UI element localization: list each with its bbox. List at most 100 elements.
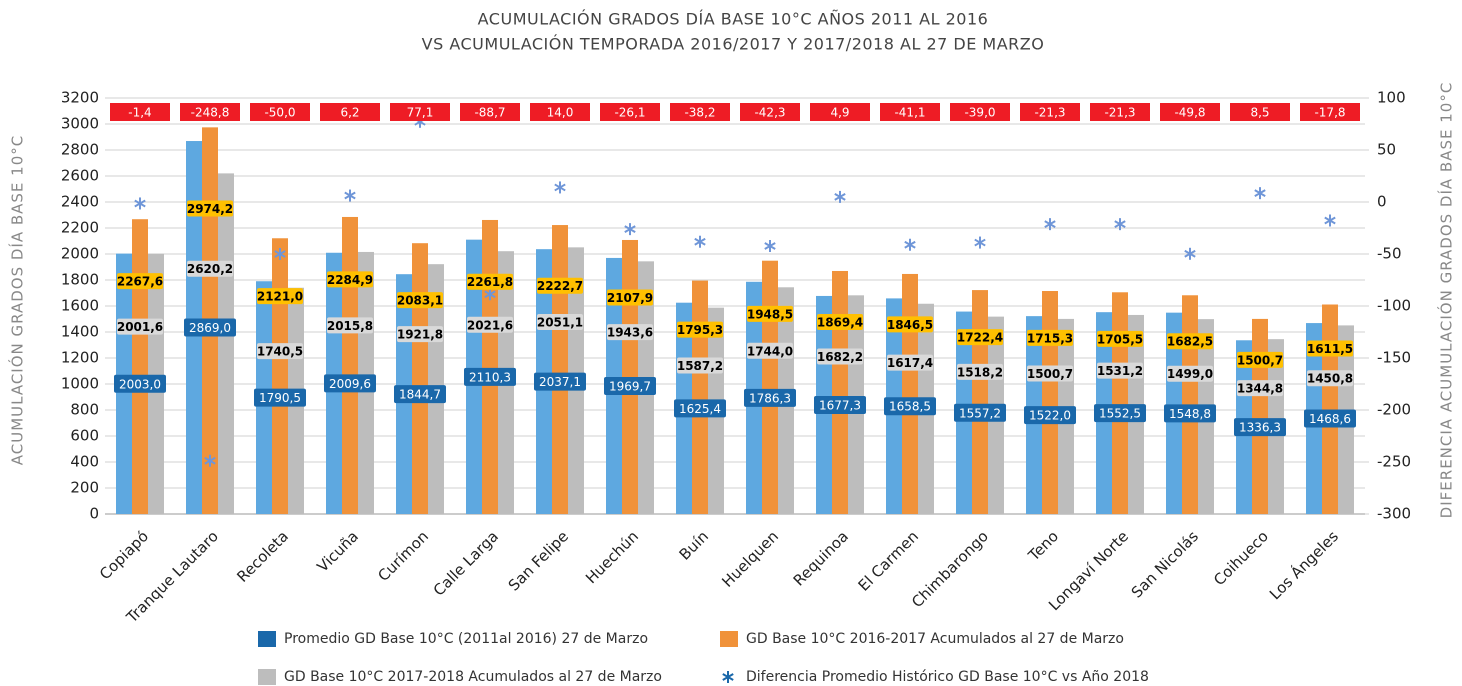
diff-marker: [484, 288, 496, 301]
value-label: 1943,6: [607, 326, 653, 340]
diff-label-box: [950, 103, 1010, 121]
asterisk-stroke: [1114, 220, 1126, 229]
bar: [972, 290, 988, 514]
diff-label: -1,4: [128, 106, 151, 120]
value-label-box: [884, 397, 936, 416]
value-label-box: [1094, 404, 1146, 423]
bar: [412, 243, 428, 514]
value-label-box: [957, 363, 1003, 380]
asterisk-stroke: [1184, 249, 1196, 258]
diff-label: -17,8: [1314, 106, 1345, 120]
value-label-box: [537, 314, 583, 331]
diff-label-box: [1090, 103, 1150, 121]
value-label-box: [327, 317, 373, 334]
x-tick-label: San Felipe: [505, 527, 572, 594]
value-label-box: [747, 305, 793, 322]
value-label: 1344,8: [1237, 382, 1283, 396]
value-label: 1846,5: [887, 318, 933, 332]
bar: [832, 270, 848, 514]
x-tick-label: Huechún: [582, 527, 642, 587]
value-label-box: [184, 318, 236, 337]
asterisk-stroke: [554, 183, 566, 192]
diff-marker: [1324, 214, 1336, 227]
value-label: 1795,3: [677, 323, 723, 337]
value-label: 2974,2: [187, 202, 233, 216]
diff-label-box: [390, 103, 450, 121]
value-label-box: [1237, 351, 1283, 368]
diff-label-box: [1020, 103, 1080, 121]
y2-tick-label: -250: [1377, 453, 1411, 471]
bar: [1112, 292, 1128, 514]
value-label: 1677,3: [819, 398, 861, 412]
value-label-box: [957, 329, 1003, 346]
value-label: 1522,0: [1029, 409, 1071, 423]
diff-label: -21,3: [1104, 106, 1135, 120]
value-label: 2001,6: [117, 320, 163, 334]
value-label: 1722,4: [957, 331, 1003, 345]
y-tick-label: 0: [89, 505, 99, 523]
value-label-box: [324, 374, 376, 393]
diff-label-box: [110, 103, 170, 121]
value-label: 1500,7: [1237, 353, 1283, 367]
value-label: 1450,8: [1307, 372, 1353, 386]
value-label-box: [1027, 365, 1073, 382]
bar: [1042, 291, 1058, 514]
diff-label-box: [880, 103, 940, 121]
diff-label-box: [740, 103, 800, 121]
asterisk-stroke: [904, 240, 916, 249]
diff-label-box: [250, 103, 310, 121]
bar: [482, 219, 498, 514]
x-tick-label: Curímon: [374, 527, 432, 585]
x-tick-label: Calle Larga: [430, 527, 502, 599]
y2-tick-label: -300: [1377, 505, 1411, 523]
value-label: 1625,4: [679, 402, 721, 416]
y2-tick-label: 50: [1377, 141, 1396, 159]
value-label-box: [954, 403, 1006, 422]
value-label: 2021,6: [467, 318, 513, 332]
value-label: 2110,3: [469, 370, 511, 384]
legend-swatch: [258, 631, 276, 647]
asterisk-stroke: [834, 193, 846, 201]
y-tick-label: 400: [70, 453, 99, 471]
value-label: 1869,4: [817, 316, 863, 330]
diff-label: -88,7: [474, 106, 505, 120]
value-label-box: [1024, 406, 1076, 425]
value-label-box: [1164, 404, 1216, 423]
value-label: 1682,2: [817, 350, 863, 364]
value-label: 1557,2: [959, 406, 1001, 420]
y2-axis-title: DIFERENCIA ACUMULACIÓN GRADOS DÍA BASE 1…: [1437, 82, 1456, 519]
bar: [552, 225, 568, 514]
bar: [692, 280, 708, 514]
value-label-box: [1304, 409, 1356, 428]
value-label-box: [114, 374, 166, 393]
diff-label-box: [320, 103, 380, 121]
diff-label: -248,8: [191, 106, 230, 120]
chart-subtitle: VS ACUMULACIÓN TEMPORADA 2016/2017 Y 201…: [422, 35, 1045, 54]
bar: [272, 238, 288, 514]
value-label: 2083,1: [397, 294, 443, 308]
y-tick-label: 200: [70, 479, 99, 497]
asterisk-stroke: [624, 225, 636, 234]
diff-label: -39,0: [964, 106, 995, 120]
value-label: 1611,5: [1307, 342, 1353, 356]
legend-label: Promedio GD Base 10°C (2011al 2016) 27 d…: [284, 631, 648, 647]
asterisk-stroke: [484, 290, 496, 299]
y-tick-label: 1600: [61, 297, 99, 315]
value-label: 1552,5: [1099, 407, 1141, 421]
y-tick-label: 1200: [61, 349, 99, 367]
legend-label: GD Base 10°C 2017-2018 Acumulados al 27 …: [284, 669, 662, 685]
value-label: 1844,7: [399, 388, 441, 402]
value-label-box: [1027, 329, 1073, 346]
x-tick-label: Huelquen: [718, 527, 782, 591]
value-label: 1921,8: [397, 328, 443, 342]
diff-marker: [974, 236, 986, 249]
value-label-box: [887, 354, 933, 371]
diff-marker: [834, 190, 846, 203]
value-label-box: [394, 385, 446, 404]
y-tick-label: 1000: [61, 375, 99, 393]
y2-tick-label: -200: [1377, 401, 1411, 419]
value-label-box: [257, 288, 303, 305]
bar: [902, 273, 918, 514]
diff-label: 14,0: [547, 106, 574, 120]
